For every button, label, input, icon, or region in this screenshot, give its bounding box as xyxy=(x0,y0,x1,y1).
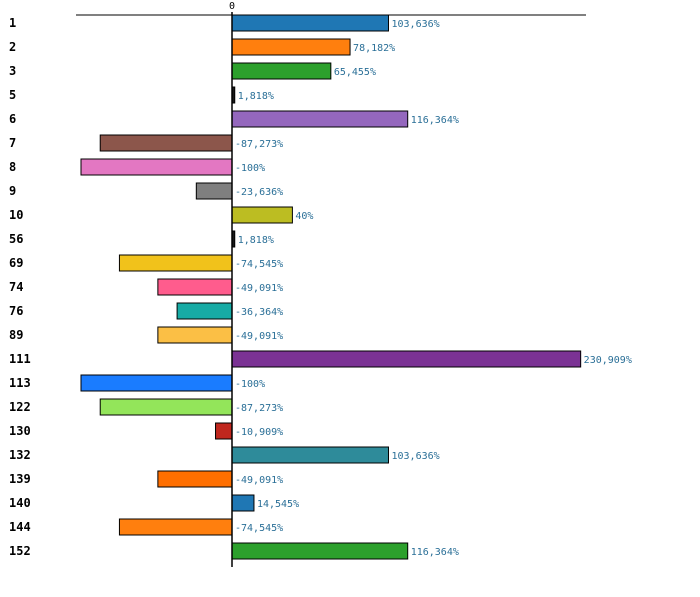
bar xyxy=(195,182,233,200)
bar xyxy=(231,350,582,368)
bar xyxy=(99,398,233,416)
category-label: 69 xyxy=(9,256,23,270)
category-label: 3 xyxy=(9,64,16,78)
value-label: -10,909% xyxy=(235,427,283,438)
bar xyxy=(231,542,409,560)
value-label: -49,091% xyxy=(235,331,283,342)
bar xyxy=(231,110,409,128)
value-label: -49,091% xyxy=(235,283,283,294)
value-label: 40% xyxy=(295,211,313,222)
value-label: -87,273% xyxy=(235,139,283,150)
bar xyxy=(157,278,233,296)
bar xyxy=(80,158,233,176)
bar xyxy=(157,326,233,344)
bar xyxy=(231,14,389,32)
bar xyxy=(231,206,293,224)
category-label: 6 xyxy=(9,112,16,126)
value-label: 230,909% xyxy=(584,355,632,366)
value-label: 14,545% xyxy=(257,499,299,510)
category-label: 74 xyxy=(9,280,23,294)
value-label: -23,636% xyxy=(235,187,283,198)
value-label: 1,818% xyxy=(238,235,274,246)
value-label: -49,091% xyxy=(235,475,283,486)
bar xyxy=(99,134,233,152)
category-label: 9 xyxy=(9,184,16,198)
bar xyxy=(231,494,255,512)
category-label: 7 xyxy=(9,136,16,150)
value-label: -74,545% xyxy=(235,523,283,534)
category-label: 2 xyxy=(9,40,16,54)
category-label: 111 xyxy=(9,352,31,366)
category-label: 113 xyxy=(9,376,31,390)
value-label: -100% xyxy=(235,379,265,390)
value-label: 103,636% xyxy=(391,19,439,30)
bar xyxy=(231,62,332,80)
category-label: 144 xyxy=(9,520,31,534)
category-label: 76 xyxy=(9,304,23,318)
value-label: -74,545% xyxy=(235,259,283,270)
category-label: 139 xyxy=(9,472,31,486)
bar xyxy=(157,470,233,488)
value-label: 78,182% xyxy=(353,43,395,54)
zero-tick-label: 0 xyxy=(229,1,235,12)
bar xyxy=(80,374,233,392)
value-label: 116,364% xyxy=(411,547,459,558)
bar xyxy=(231,446,389,464)
value-label: -87,273% xyxy=(235,403,283,414)
value-label: -100% xyxy=(235,163,265,174)
bar xyxy=(118,518,233,536)
category-label: 89 xyxy=(9,328,23,342)
value-label: 65,455% xyxy=(334,67,376,78)
value-label: -36,364% xyxy=(235,307,283,318)
category-label: 122 xyxy=(9,400,31,414)
bars-layer: 1 103,636% 2 78,182% 3 65,455% 5 1,818% 6 116,364… xyxy=(9,14,632,560)
value-label: 103,636% xyxy=(391,451,439,462)
category-label: 152 xyxy=(9,544,31,558)
bar xyxy=(176,302,233,320)
category-label: 140 xyxy=(9,496,31,510)
category-label: 130 xyxy=(9,424,31,438)
category-label: 5 xyxy=(9,88,16,102)
category-label: 1 xyxy=(9,16,16,30)
bar xyxy=(231,38,351,56)
value-label: 116,364% xyxy=(411,115,459,126)
bar xyxy=(215,422,233,440)
category-label: 56 xyxy=(9,232,23,246)
category-label: 132 xyxy=(9,448,31,462)
category-label: 10 xyxy=(9,208,23,222)
category-label: 8 xyxy=(9,160,16,174)
bar xyxy=(118,254,233,272)
value-label: 1,818% xyxy=(238,91,274,102)
